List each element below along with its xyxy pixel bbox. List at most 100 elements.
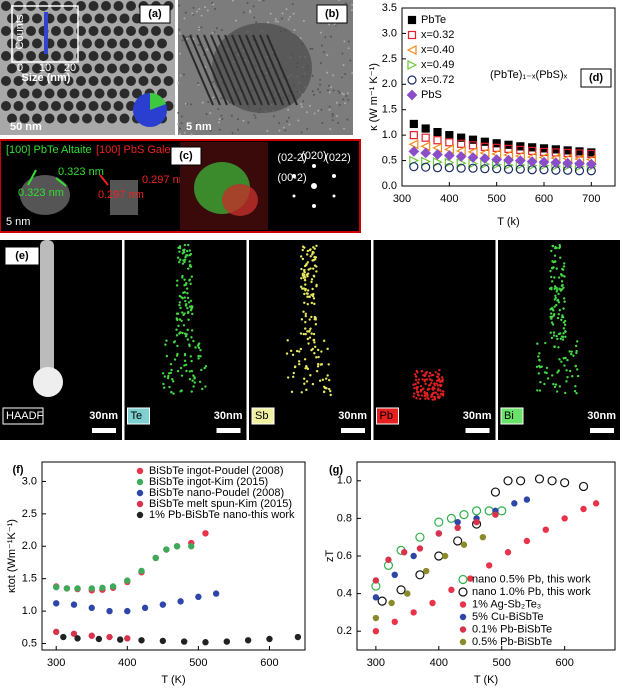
- lattice-dot: [329, 128, 332, 131]
- lattice-dot: [308, 104, 311, 107]
- lattice-dot: [299, 37, 302, 40]
- legend-label: 1% Pb-BiSbTe nano-this work: [149, 509, 295, 521]
- element-dot: [537, 355, 540, 358]
- y-tick-label: 2.5: [382, 53, 397, 65]
- lattice-dot: [221, 118, 224, 121]
- lattice-fringe: [203, 34, 235, 106]
- element-dot: [298, 350, 301, 353]
- data-point: [459, 510, 469, 520]
- element-dot: [317, 355, 320, 359]
- element-dot: [203, 366, 206, 370]
- lattice-dot: [297, 119, 300, 122]
- lattice-dot: [280, 17, 283, 20]
- annotation: 0.323 nm: [18, 187, 64, 199]
- lattice-dot: [309, 47, 312, 50]
- element-dot: [289, 349, 293, 353]
- element-dot: [303, 268, 306, 272]
- data-point: [453, 536, 463, 546]
- element-dot: [412, 383, 415, 386]
- element-dot: [538, 389, 542, 392]
- element-dot: [311, 259, 314, 262]
- element-dot: [557, 346, 560, 349]
- element-dot: [310, 332, 313, 335]
- data-point: [471, 506, 482, 516]
- element-dot: [313, 302, 316, 306]
- element-dot: [437, 373, 441, 376]
- element-dot: [188, 279, 191, 282]
- element-dot: [299, 347, 303, 351]
- nanocrystal: [144, 63, 155, 74]
- data-point: [385, 556, 392, 563]
- data-point: [88, 604, 95, 612]
- element-dot: [414, 382, 417, 386]
- nanocrystal: [82, 13, 92, 24]
- nanocrystal: [26, 26, 36, 36]
- element-dot: [557, 369, 560, 372]
- element-dot: [561, 274, 564, 277]
- nanocrystal: [119, 88, 130, 99]
- lattice-dot: [347, 98, 350, 101]
- x-tick-label: 500: [189, 657, 207, 669]
- element-dot: [564, 391, 567, 395]
- element-dot: [177, 246, 180, 249]
- lattice-dot: [204, 124, 207, 127]
- lattice-dot: [333, 23, 336, 26]
- lattice-dot: [180, 115, 183, 118]
- lattice-dot: [328, 84, 331, 87]
- data-point: [99, 584, 106, 591]
- legend-label: x=0.32: [421, 29, 454, 41]
- element-map: [498, 240, 620, 440]
- map-name: HAADF: [6, 410, 44, 422]
- nanocrystal: [69, 113, 80, 124]
- nanocrystal: [57, 63, 67, 74]
- element-dot: [568, 350, 571, 353]
- lattice-dot: [212, 3, 215, 6]
- fft-label: (020): [301, 150, 327, 162]
- data-point: [580, 505, 587, 513]
- element-dot: [180, 319, 183, 323]
- element-dot: [537, 372, 540, 375]
- lattice-dot: [215, 27, 218, 30]
- data-point: [538, 156, 550, 168]
- element-dot: [326, 374, 329, 377]
- element-dot: [430, 379, 434, 382]
- lattice-dot: [311, 47, 314, 50]
- element-dot: [199, 348, 202, 352]
- nanocrystal: [51, 26, 61, 36]
- element-dot: [557, 301, 561, 304]
- element-dot: [560, 284, 564, 288]
- element-dot: [435, 379, 439, 382]
- x-tick-label: 300: [47, 657, 65, 669]
- fft-label: (00-2): [277, 172, 306, 184]
- element-dot: [561, 268, 565, 271]
- element-dot: [566, 375, 569, 379]
- element-dot: [559, 337, 563, 340]
- element-dot: [575, 349, 578, 353]
- element-dot: [558, 309, 562, 312]
- lattice-dot: [343, 40, 346, 43]
- nanocrystal: [19, 113, 30, 124]
- element-dot: [559, 256, 562, 259]
- element-dot: [551, 280, 554, 283]
- element-dot: [416, 393, 420, 396]
- element-dot: [302, 332, 306, 336]
- element-dot: [167, 372, 171, 375]
- nanocrystal: [113, 101, 124, 111]
- legend-label: x=0.40: [421, 44, 454, 56]
- element-dot: [186, 328, 189, 332]
- element-dot: [427, 397, 430, 401]
- element-dot: [551, 374, 554, 377]
- data-point: [455, 151, 467, 162]
- lattice-dot: [317, 88, 320, 91]
- element-dot: [553, 287, 556, 291]
- lattice-dot: [341, 76, 344, 79]
- element-dot: [303, 274, 306, 277]
- nanocrystal: [101, 51, 111, 61]
- nanocrystal: [32, 38, 42, 49]
- data-point: [511, 500, 518, 507]
- nanocrystal: [13, 101, 24, 111]
- lattice-dot: [345, 95, 348, 98]
- grain: [20, 175, 70, 215]
- element-dot: [574, 344, 578, 348]
- element-dot: [561, 338, 565, 341]
